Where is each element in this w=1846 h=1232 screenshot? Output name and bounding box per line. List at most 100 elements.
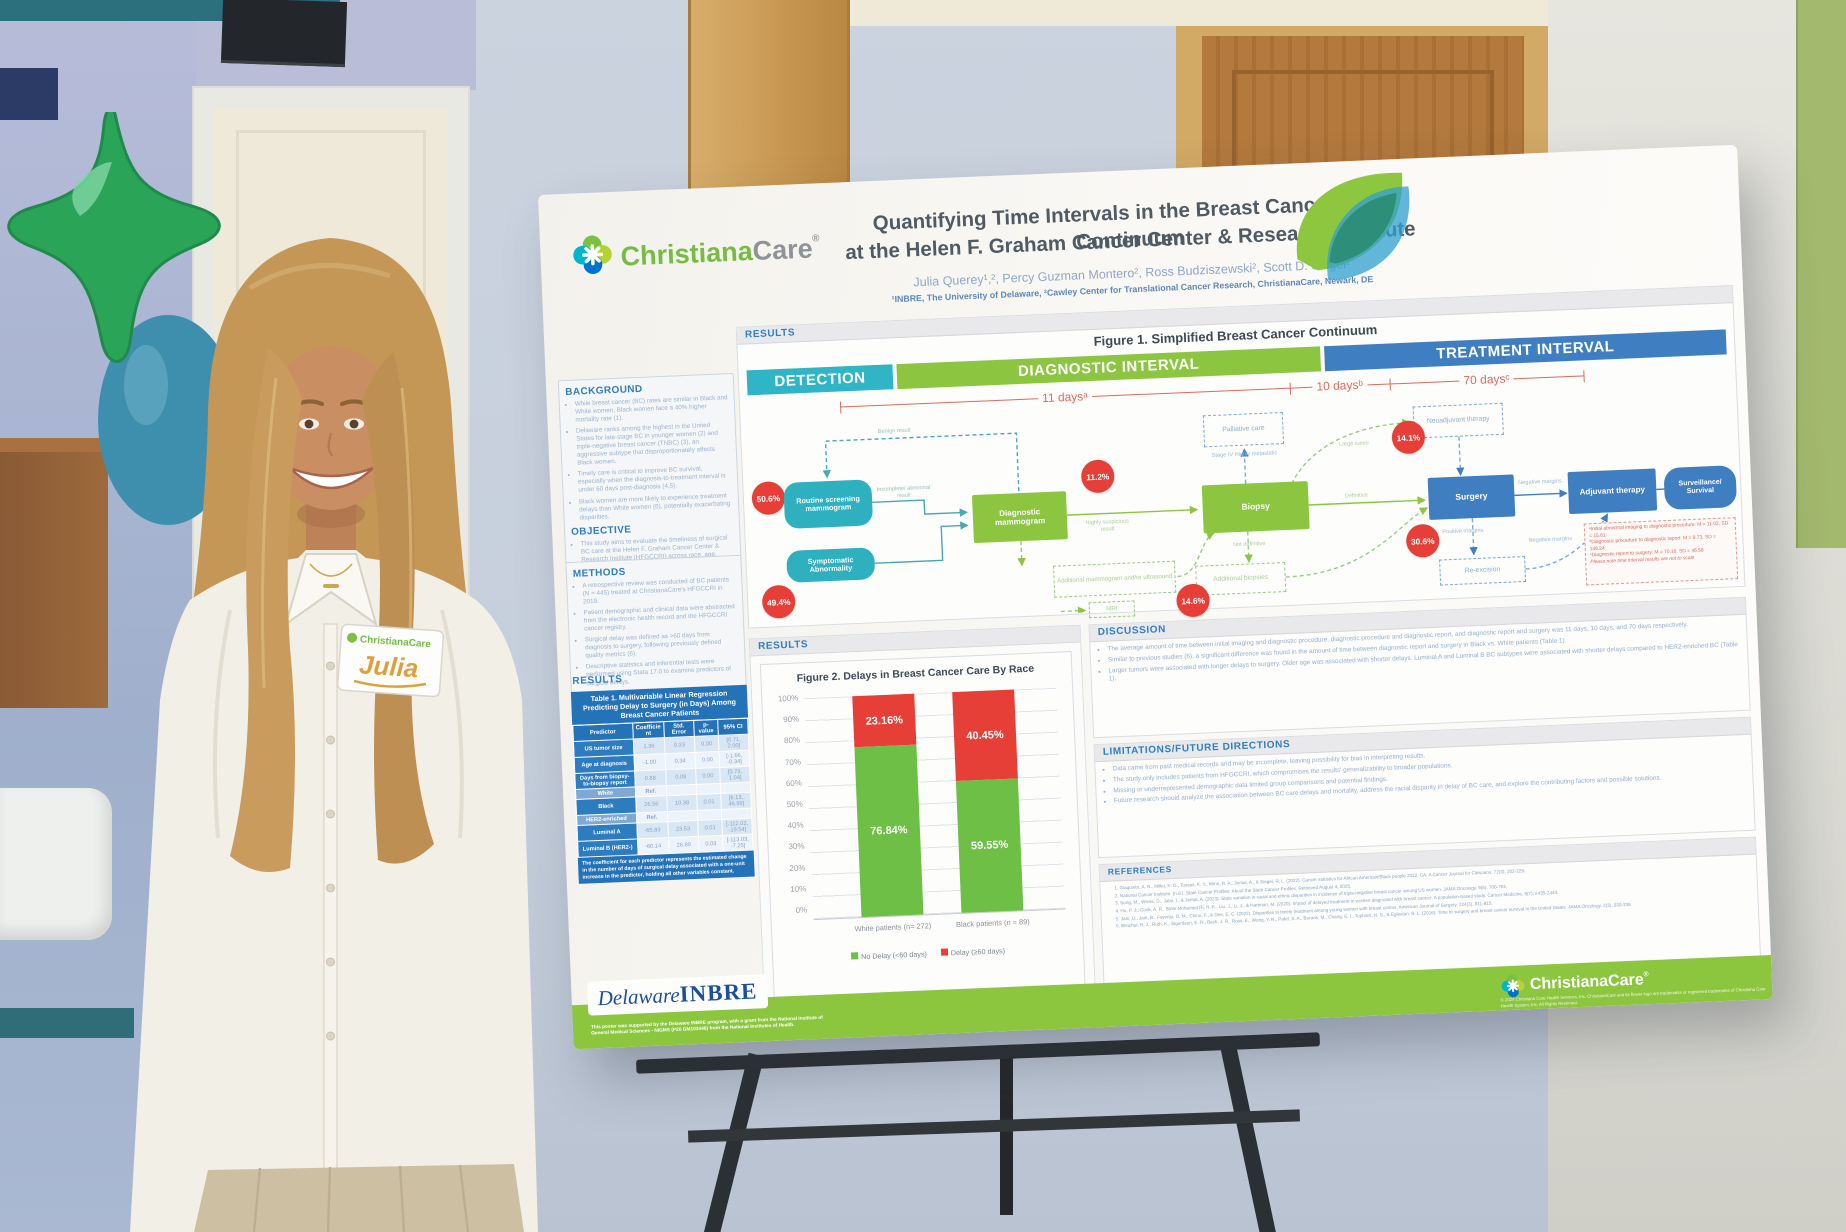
- y-tick: 50%: [786, 799, 803, 810]
- surgery-node: Surgery: [1427, 474, 1516, 520]
- re-excision-node: Re-excision: [1439, 555, 1527, 586]
- blue-balloon: [98, 315, 238, 525]
- bullet-item: While breast cancer (BC) rates are simil…: [575, 394, 729, 425]
- column-header: Std. Error: [663, 720, 695, 738]
- footer-brand-text: ChristianaCare: [1529, 971, 1645, 994]
- table1: Table 1. Multivariable Linear Regression…: [570, 684, 755, 885]
- discussion-panel: DISCUSSION The average amount of time be…: [1088, 596, 1751, 739]
- y-tick: 100%: [777, 693, 799, 704]
- brand-grey: Care: [751, 233, 814, 267]
- inbre-text: INBRE: [679, 978, 758, 1007]
- routine-screening-node: Routine screening mammogram: [783, 479, 874, 529]
- neoadjuvant-node: Neoadjuvant therapy: [1412, 402, 1504, 439]
- bullet-item: Timely care is critical to improve BC su…: [578, 465, 732, 496]
- y-tick: 60%: [785, 778, 803, 788]
- figure1-panel: RESULTS Figure 1. Simplified Breast Canc…: [735, 285, 1746, 629]
- bullet-item: Surgical delay was defined as >60 days f…: [585, 630, 739, 661]
- wall-sign: [0, 68, 58, 120]
- bullet-item: Black women are more likely to experienc…: [579, 492, 733, 523]
- figure2-panel: RESULTS Figure 2. Delays in Breast Cance…: [748, 624, 1096, 1009]
- y-tick: 80%: [783, 735, 801, 746]
- diagnostic-mammogram-node: Diagnostic mammogram: [971, 491, 1068, 544]
- necklace: [309, 563, 353, 577]
- bullet-item: A retrospective review was conducted of …: [582, 576, 736, 607]
- delay-segment: 23.16%: [852, 693, 917, 748]
- additional-biopsies-node: Additional biopsies: [1195, 562, 1287, 596]
- green-swatch-icon: [850, 952, 859, 960]
- name-tag-brand: ChristianaCare: [360, 634, 432, 650]
- background-list: While breast cancer (BC) rates are simil…: [566, 394, 733, 522]
- wood-cabinet: [0, 438, 108, 708]
- biopsy-node: Biopsy: [1201, 481, 1310, 534]
- collar: [284, 553, 378, 627]
- delay-value-label: 40.45%: [966, 728, 1004, 743]
- red-swatch-icon: [940, 948, 948, 956]
- bullet-item: Delaware ranks among the highest in the …: [576, 421, 731, 468]
- column-header: p-value: [693, 719, 719, 737]
- column-header: Coefficient: [632, 721, 665, 740]
- face: [265, 346, 397, 510]
- y-tick: 40%: [787, 820, 804, 831]
- y-tick: 0%: [795, 905, 808, 915]
- y-tick: 10%: [790, 884, 807, 894]
- no-delay-value-label: 59.55%: [970, 839, 1009, 853]
- symptomatic-node: Symptomatic Abnormality: [786, 547, 876, 583]
- no-delay-value-label: 76.84%: [870, 824, 908, 838]
- christianacare-wordmark: ChristianaCare®: [620, 233, 821, 272]
- hair-right: [362, 352, 434, 864]
- wood-post: [688, 0, 850, 200]
- table1-grid: Predictor Coefficient Std. Error p-value…: [572, 718, 754, 858]
- y-tick: 30%: [788, 841, 805, 852]
- delay-value-label: 23.16%: [865, 713, 904, 728]
- brand-green: Christiana: [620, 236, 754, 272]
- inbre-delaware-text: Delaware: [597, 982, 681, 1011]
- additional-imaging-node: Additional mammogram and/or ultrasound: [1052, 560, 1177, 598]
- bar-white-patients: 23.16% 76.84%: [852, 693, 924, 918]
- research-poster: ChristianaCare® Quantifying Time Interva…: [538, 144, 1773, 1050]
- y-tick: 20%: [789, 862, 806, 873]
- green-star-balloon: [7, 112, 221, 363]
- column-header: 95% CI: [717, 718, 749, 736]
- incomplete-result-label: Incomplete/ abnormal result: [876, 484, 931, 499]
- palliative-care-node: Palliative care: [1202, 412, 1285, 448]
- teal-baseboard: [0, 1008, 134, 1038]
- easel-center-leg: [1000, 1050, 1013, 1215]
- person: ChristianaCare Julia: [130, 238, 538, 1232]
- footer-flower-icon: [1500, 972, 1526, 999]
- background-objective-box: BACKGROUND While breast cancer (BC) rate…: [557, 372, 743, 583]
- skirt: [194, 1164, 524, 1232]
- brand-reg: ®: [811, 233, 820, 245]
- mri-node: MRI: [1088, 600, 1136, 619]
- surveillance-node: Surveillance/ Survival: [1663, 465, 1738, 511]
- additional-biopsies-badge: 14.6%: [1175, 583, 1211, 618]
- easel-right-leg: [1219, 1042, 1277, 1232]
- christianacare-flower-icon: [570, 232, 615, 277]
- name-tag-name: Julia: [358, 649, 419, 683]
- bullet-item: Patient demographic and clinical data we…: [583, 603, 737, 634]
- smile: [288, 466, 375, 490]
- right-green-wall: [1796, 0, 1846, 548]
- figure1-notes: ᵃInitial abnormal imaging to diagnostic …: [1583, 517, 1739, 586]
- hair-left: [230, 348, 302, 872]
- y-tick: 90%: [782, 714, 800, 725]
- delay-segment: 40.45%: [952, 689, 1018, 782]
- suspicious-result-label: Highly suspicious result: [1085, 518, 1129, 533]
- no-delay-segment: 76.84%: [854, 744, 924, 918]
- no-delay-segment: 59.55%: [955, 778, 1024, 913]
- sink-basin: [0, 788, 112, 940]
- left-results-label: RESULTS: [572, 673, 623, 687]
- easel-left-leg: [703, 1052, 765, 1232]
- footer-brand-reg: ®: [1643, 971, 1649, 979]
- bar-black-patients: 40.45% 59.55%: [952, 689, 1024, 913]
- name-tag: ChristianaCare Julia: [337, 623, 445, 698]
- methods-list: A retrospective review was conducted of …: [573, 576, 739, 688]
- easel-crossbar: [687, 1109, 1301, 1143]
- y-tick: 70%: [784, 757, 802, 767]
- picture-frame-corner: [220, 0, 348, 68]
- flow-arrows: [822, 418, 1674, 615]
- adjuvant-therapy-node: Adjuvant therapy: [1567, 468, 1658, 515]
- leaf-decoration-icon: [1296, 172, 1410, 280]
- plot-area: 23.16% 76.84% 40.45% 59.55%: [804, 687, 1066, 921]
- limitations-panel: LIMITATIONS/FUTURE DIRECTIONS Data came …: [1093, 716, 1756, 859]
